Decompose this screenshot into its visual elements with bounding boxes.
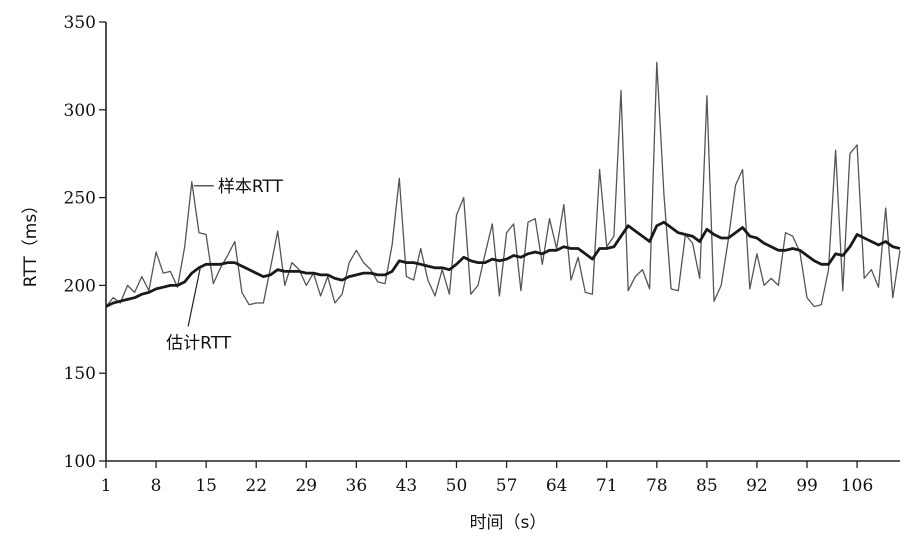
x-tick-label: 78 <box>646 476 668 496</box>
x-tick-label: 64 <box>546 476 568 496</box>
x-tick-label: 43 <box>396 476 418 496</box>
estimated-rtt-label: 估计RTT <box>166 333 232 353</box>
y-tick-label: 150 <box>64 364 96 384</box>
plot-area <box>105 61 901 308</box>
x-tick-label: 50 <box>446 476 468 496</box>
x-tick-label: 15 <box>195 476 217 496</box>
ticks: 100 150 200 250 300 350 1 8 15 22 29 36 43 50 57 64 71 78… <box>64 13 874 496</box>
x-tick-label: 1 <box>101 476 112 496</box>
x-tick-label: 99 <box>796 476 818 496</box>
y-tick-label: 300 <box>64 101 96 121</box>
annotations: 样本RTT 估计RTT <box>166 177 283 354</box>
x-tick-label: 36 <box>346 476 368 496</box>
x-tick-label: 106 <box>841 476 873 496</box>
x-axis-title: 时间（s） <box>470 513 547 533</box>
x-tick-label: 29 <box>295 476 317 496</box>
sample-rtt-line <box>105 61 901 308</box>
y-axis-title: RTT（ms） <box>21 197 41 287</box>
x-tick-label: 92 <box>746 476 768 496</box>
estimated-rtt-leader <box>187 268 201 327</box>
axes <box>105 22 900 462</box>
y-tick-label: 250 <box>64 189 96 209</box>
y-tick-label: 350 <box>64 13 96 33</box>
y-tick-label: 200 <box>64 276 96 296</box>
sample-rtt-label: 样本RTT <box>218 177 284 197</box>
x-tick-label: 8 <box>151 476 162 496</box>
x-tick-label: 71 <box>596 476 618 496</box>
y-tick-label: 100 <box>64 452 96 472</box>
estimated-rtt-line <box>105 220 901 308</box>
x-tick-label: 85 <box>696 476 718 496</box>
x-tick-label: 57 <box>496 476 518 496</box>
x-tick-label: 22 <box>245 476 267 496</box>
